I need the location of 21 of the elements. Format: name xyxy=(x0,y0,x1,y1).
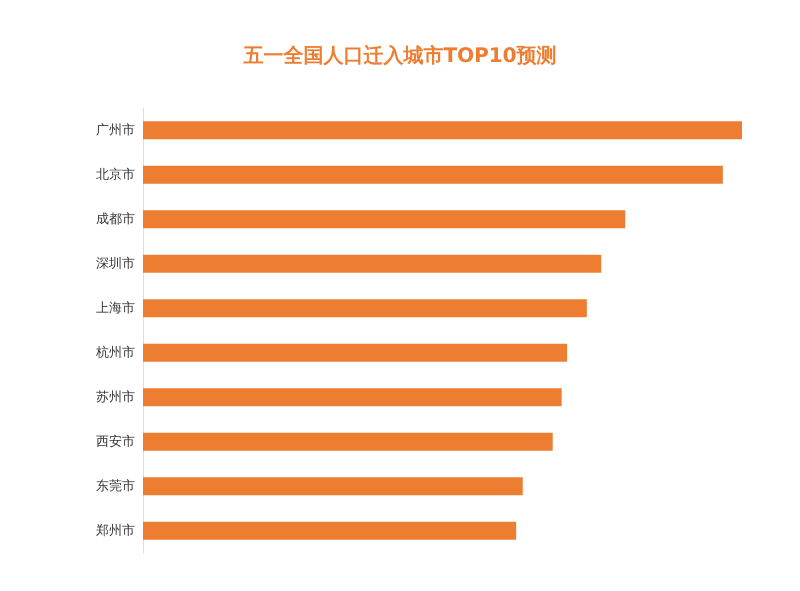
bar xyxy=(143,210,626,228)
bar xyxy=(143,121,742,140)
chart-title: 五一全国人口迁入城市TOP10预测 xyxy=(242,43,557,67)
bar xyxy=(143,477,523,496)
bar xyxy=(143,299,587,318)
y-tick-label: 东莞市 xyxy=(96,478,135,494)
bar xyxy=(143,166,723,184)
y-tick-label: 郑州市 xyxy=(96,523,135,538)
y-tick-label: 上海市 xyxy=(96,300,135,316)
bar xyxy=(143,254,602,273)
bar xyxy=(143,344,568,362)
y-tick-label: 杭州市 xyxy=(95,345,135,360)
bar xyxy=(143,432,553,451)
y-tick-label: 成都市 xyxy=(96,212,135,227)
y-tick-label: 西安市 xyxy=(96,433,135,450)
y-tick-label: 广州市 xyxy=(96,122,135,138)
y-tick-label: 北京市 xyxy=(96,167,135,182)
bar xyxy=(143,522,516,540)
y-tick-label: 苏州市 xyxy=(96,390,135,405)
y-tick-label: 深圳市 xyxy=(96,256,135,272)
bar xyxy=(143,388,562,406)
